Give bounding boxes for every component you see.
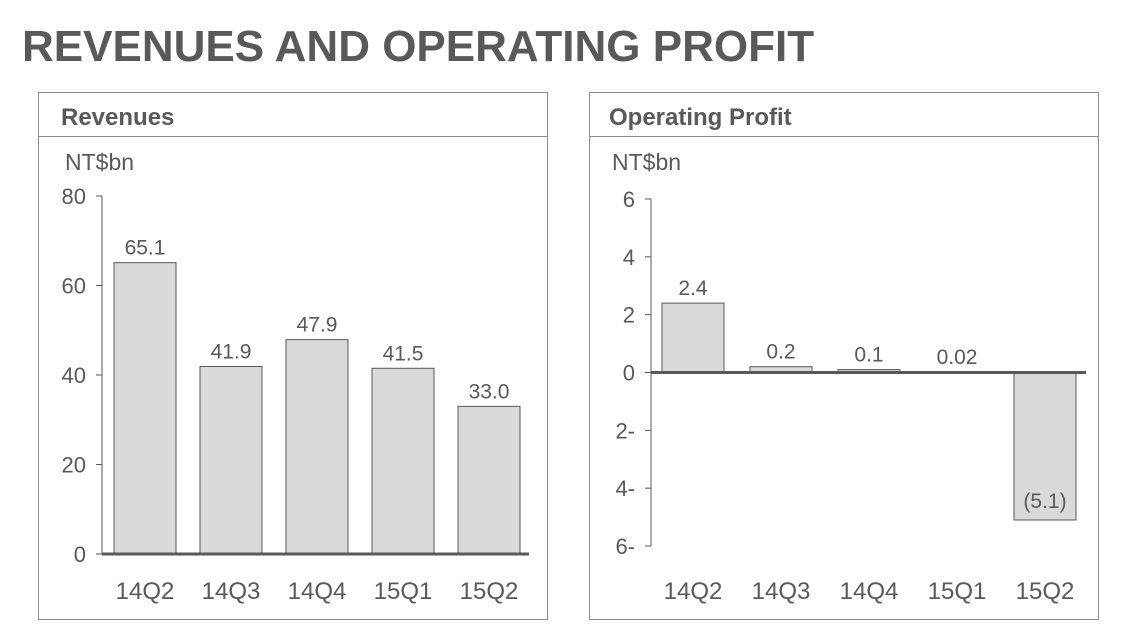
bar-14q2 bbox=[113, 262, 177, 555]
data-label: 41.5 bbox=[383, 342, 424, 365]
y-tick-label: 0 bbox=[623, 361, 635, 386]
data-label: 0.2 bbox=[766, 341, 795, 364]
y-tick-label: 4- bbox=[615, 476, 635, 501]
revenues-bar-chart: 0 20 40 60 80 65.1 14Q2 41.9 14Q3 47.9 14Q4 41.5 15Q… bbox=[62, 184, 529, 605]
x-tick-label: 14Q4 bbox=[840, 578, 899, 605]
y-tick-label: 0 bbox=[74, 542, 86, 567]
operating-profit-bar-chart: 6 4 2 0 2- 4- 6- 2.4 14Q2 0.2 14Q3 0.1 14Q4 0.02 15Q1 (… bbox=[615, 187, 1086, 605]
data-label: 47.9 bbox=[297, 314, 338, 337]
x-tick-label: 14Q2 bbox=[664, 578, 723, 605]
bar-15q1 bbox=[371, 367, 435, 555]
x-tick-label: 15Q2 bbox=[1016, 578, 1075, 605]
revenues-panel-header: Revenues bbox=[39, 93, 547, 137]
bar-15q2 bbox=[457, 405, 521, 555]
data-label: 33.0 bbox=[469, 380, 510, 403]
x-tick-label: 15Q1 bbox=[928, 578, 987, 605]
bar-14q2 bbox=[661, 302, 725, 374]
x-tick-label: 15Q1 bbox=[374, 578, 433, 605]
data-label: 41.9 bbox=[211, 340, 252, 363]
data-label: (5.1) bbox=[1023, 490, 1066, 513]
bar-14q4 bbox=[285, 339, 349, 555]
revenues-chart-title: Revenues bbox=[61, 104, 175, 131]
x-tick-label: 14Q3 bbox=[202, 578, 261, 605]
data-label: 65.1 bbox=[125, 237, 166, 260]
operating-profit-chart-title: Operating Profit bbox=[609, 104, 792, 131]
data-label: 2.4 bbox=[678, 277, 708, 300]
revenues-unit-label: NT$bn bbox=[65, 149, 135, 175]
bar-14q3 bbox=[199, 365, 263, 555]
page-title: REVENUES AND OPERATING PROFIT bbox=[22, 22, 815, 71]
x-tick-label: 14Q2 bbox=[116, 578, 175, 605]
y-tick-label: 2- bbox=[615, 418, 635, 443]
operating-profit-unit-label: NT$bn bbox=[612, 149, 682, 175]
y-tick-label: 6 bbox=[623, 187, 635, 212]
y-tick-label: 2 bbox=[623, 303, 635, 328]
data-label: 0.02 bbox=[937, 346, 978, 369]
operating-profit-panel: Operating Profit NT$bn 6 4 2 0 2- 4- 6- 2.4 14Q2… bbox=[589, 92, 1099, 620]
operating-profit-panel-header: Operating Profit bbox=[590, 93, 1098, 137]
x-tick-label: 15Q2 bbox=[460, 578, 519, 605]
y-tick-label: 40 bbox=[62, 363, 86, 388]
revenues-panel: Revenues NT$bn 0 20 40 60 80 65.1 14Q2 41.9 14Q3… bbox=[38, 92, 548, 620]
y-tick-label: 4 bbox=[623, 245, 635, 270]
x-tick-label: 14Q4 bbox=[288, 578, 347, 605]
y-tick-label: 60 bbox=[62, 274, 86, 299]
y-tick-label: 20 bbox=[62, 453, 86, 478]
y-tick-label: 6- bbox=[615, 534, 635, 559]
y-tick-label: 80 bbox=[62, 184, 86, 209]
data-label: 0.1 bbox=[854, 344, 883, 367]
x-tick-label: 14Q3 bbox=[752, 578, 811, 605]
